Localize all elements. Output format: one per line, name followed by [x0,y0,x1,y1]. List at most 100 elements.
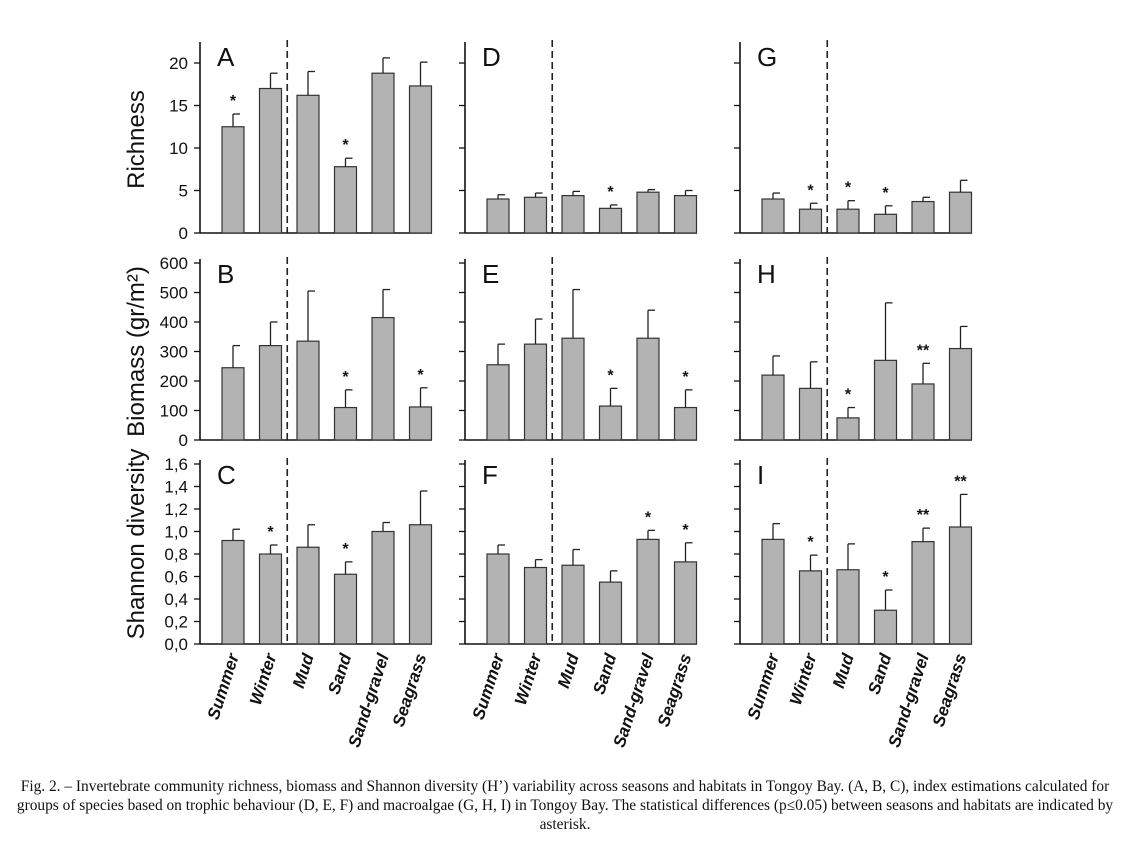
bar [673,195,698,234]
bar [486,364,510,441]
bar [221,539,245,645]
bar [798,387,823,441]
bar [371,316,395,441]
bar [873,213,898,234]
panel-label: A [217,42,235,72]
y-tick-label: 0,6 [164,568,188,587]
bar [371,530,395,645]
significance-asterisk: * [342,369,349,386]
significance-asterisk: * [845,387,852,404]
significance-asterisk: ** [917,342,930,359]
bar [836,208,860,234]
bar [761,198,785,234]
significance-asterisk: * [845,180,852,197]
bar [371,72,395,234]
panel-label: H [757,259,776,289]
bar [296,340,320,441]
bar [673,406,698,441]
y-tick-label: 600 [160,254,188,273]
y-tick-label: 0,8 [164,545,188,564]
bar [673,561,698,645]
significance-asterisk: * [230,93,237,110]
x-category-label: Sand [324,651,355,697]
y-tick-label: 300 [160,343,188,362]
x-category-label: Mud [554,651,583,691]
x-category-label: Winter [511,650,546,707]
bar [258,87,283,234]
panel-label: E [482,259,499,289]
x-category-label: Summer [469,650,509,722]
bar [948,526,973,645]
panel-label: I [757,460,764,490]
bar [836,569,860,645]
bar [296,546,320,645]
bar [523,566,548,645]
y-tick-label: 5 [179,182,188,201]
y-tick-label: 0,4 [164,590,188,609]
bar [221,126,245,234]
y-axis-title: Biomass (gr/m²) [123,266,150,437]
x-category-label: Sand [589,651,620,697]
bar [948,347,973,441]
x-category-label: Seagrass [929,651,970,729]
y-tick-label: 15 [169,97,188,116]
bar [598,207,623,234]
panel-label: G [757,42,777,72]
y-tick-label: 1,2 [164,500,188,519]
x-category-label: Seagrass [389,651,430,729]
bar [561,337,585,441]
x-category-label: Summer [744,650,784,722]
y-tick-label: 500 [160,284,188,303]
x-category-label: Winter [786,650,821,707]
significance-asterisk: * [342,137,349,154]
significance-asterisk: * [807,534,814,551]
x-category-label: Seagrass [654,651,695,729]
significance-asterisk: ** [917,507,930,524]
significance-asterisk: * [682,522,689,539]
bar [333,166,358,234]
bar [486,553,510,645]
panel-label: F [482,460,498,490]
bar [873,359,898,441]
bar [798,208,823,234]
x-category-label: Sand [864,651,895,697]
y-tick-label: 200 [160,372,188,391]
bar [408,524,433,645]
y-tick-label: 0,2 [164,613,188,632]
bar [258,345,283,441]
y-tick-label: 10 [169,139,188,158]
bar [761,538,785,645]
bar [761,374,785,441]
y-tick-label: 0,0 [164,635,188,654]
x-category-label: Winter [246,650,281,707]
y-tick-label: 0 [179,431,188,450]
bar [873,609,898,645]
bar [523,196,548,234]
panel-label: B [217,259,234,289]
y-axis-title: Shannon diversity [123,449,150,640]
y-tick-label: 1,4 [164,478,188,497]
bar [948,191,973,234]
bar [561,195,585,234]
y-tick-label: 1,0 [164,523,188,542]
bar [486,198,510,234]
panel-label: D [482,42,501,72]
significance-asterisk: ** [954,473,967,490]
bar [408,85,433,234]
significance-asterisk: * [417,367,424,384]
bar [798,570,823,645]
significance-asterisk: * [607,367,614,384]
bar [911,541,935,645]
bar [221,367,245,441]
y-tick-label: 0 [179,224,188,243]
x-category-label: Mud [289,651,318,691]
significance-asterisk: * [645,509,652,526]
y-tick-label: 20 [169,54,188,73]
y-tick-label: 1,6 [164,455,188,474]
bar [636,538,660,645]
bar [636,191,660,234]
bar [258,553,283,645]
bar [408,406,433,441]
panel-label: C [217,460,236,490]
